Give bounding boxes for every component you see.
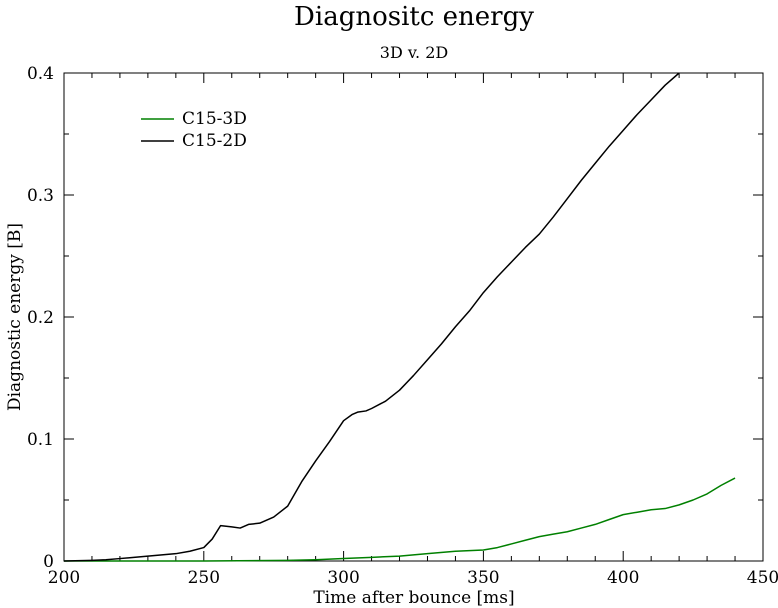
- series-layer: [63, 72, 736, 562]
- x-tick-label: 250: [188, 568, 220, 588]
- plot-frame: [63, 72, 764, 562]
- chart-subtitle: 3D v. 2D: [380, 43, 448, 62]
- y-tick-label: 0.2: [27, 308, 54, 328]
- legend-label: C15-3D: [182, 109, 247, 129]
- series-line-3d: [64, 477, 736, 562]
- chart-title: Diagnositc energy: [294, 2, 534, 32]
- x-tick-label: 400: [607, 568, 639, 588]
- plot-border: [63, 72, 764, 562]
- series-line-2d: [63, 72, 680, 562]
- x-tick-label: 350: [467, 568, 499, 588]
- legend-label: C15-2D: [182, 131, 247, 151]
- axis-ticks: 200 250 300 350 400 450 0 0.1 0.2 0.3 0.4: [27, 64, 778, 588]
- y-tick-label: 0.3: [27, 186, 54, 206]
- x-tick-label: 300: [327, 568, 359, 588]
- y-tick-label: 0: [43, 552, 54, 572]
- x-tick-label: 200: [48, 568, 80, 588]
- y-axis-label: Diagnostic energy [B]: [5, 223, 25, 411]
- y-tick-label: 0.1: [27, 430, 54, 450]
- y-tick-label: 0.4: [27, 64, 54, 84]
- x-tick-label: 450: [747, 568, 778, 588]
- x-axis-label: Time after bounce [ms]: [313, 588, 514, 608]
